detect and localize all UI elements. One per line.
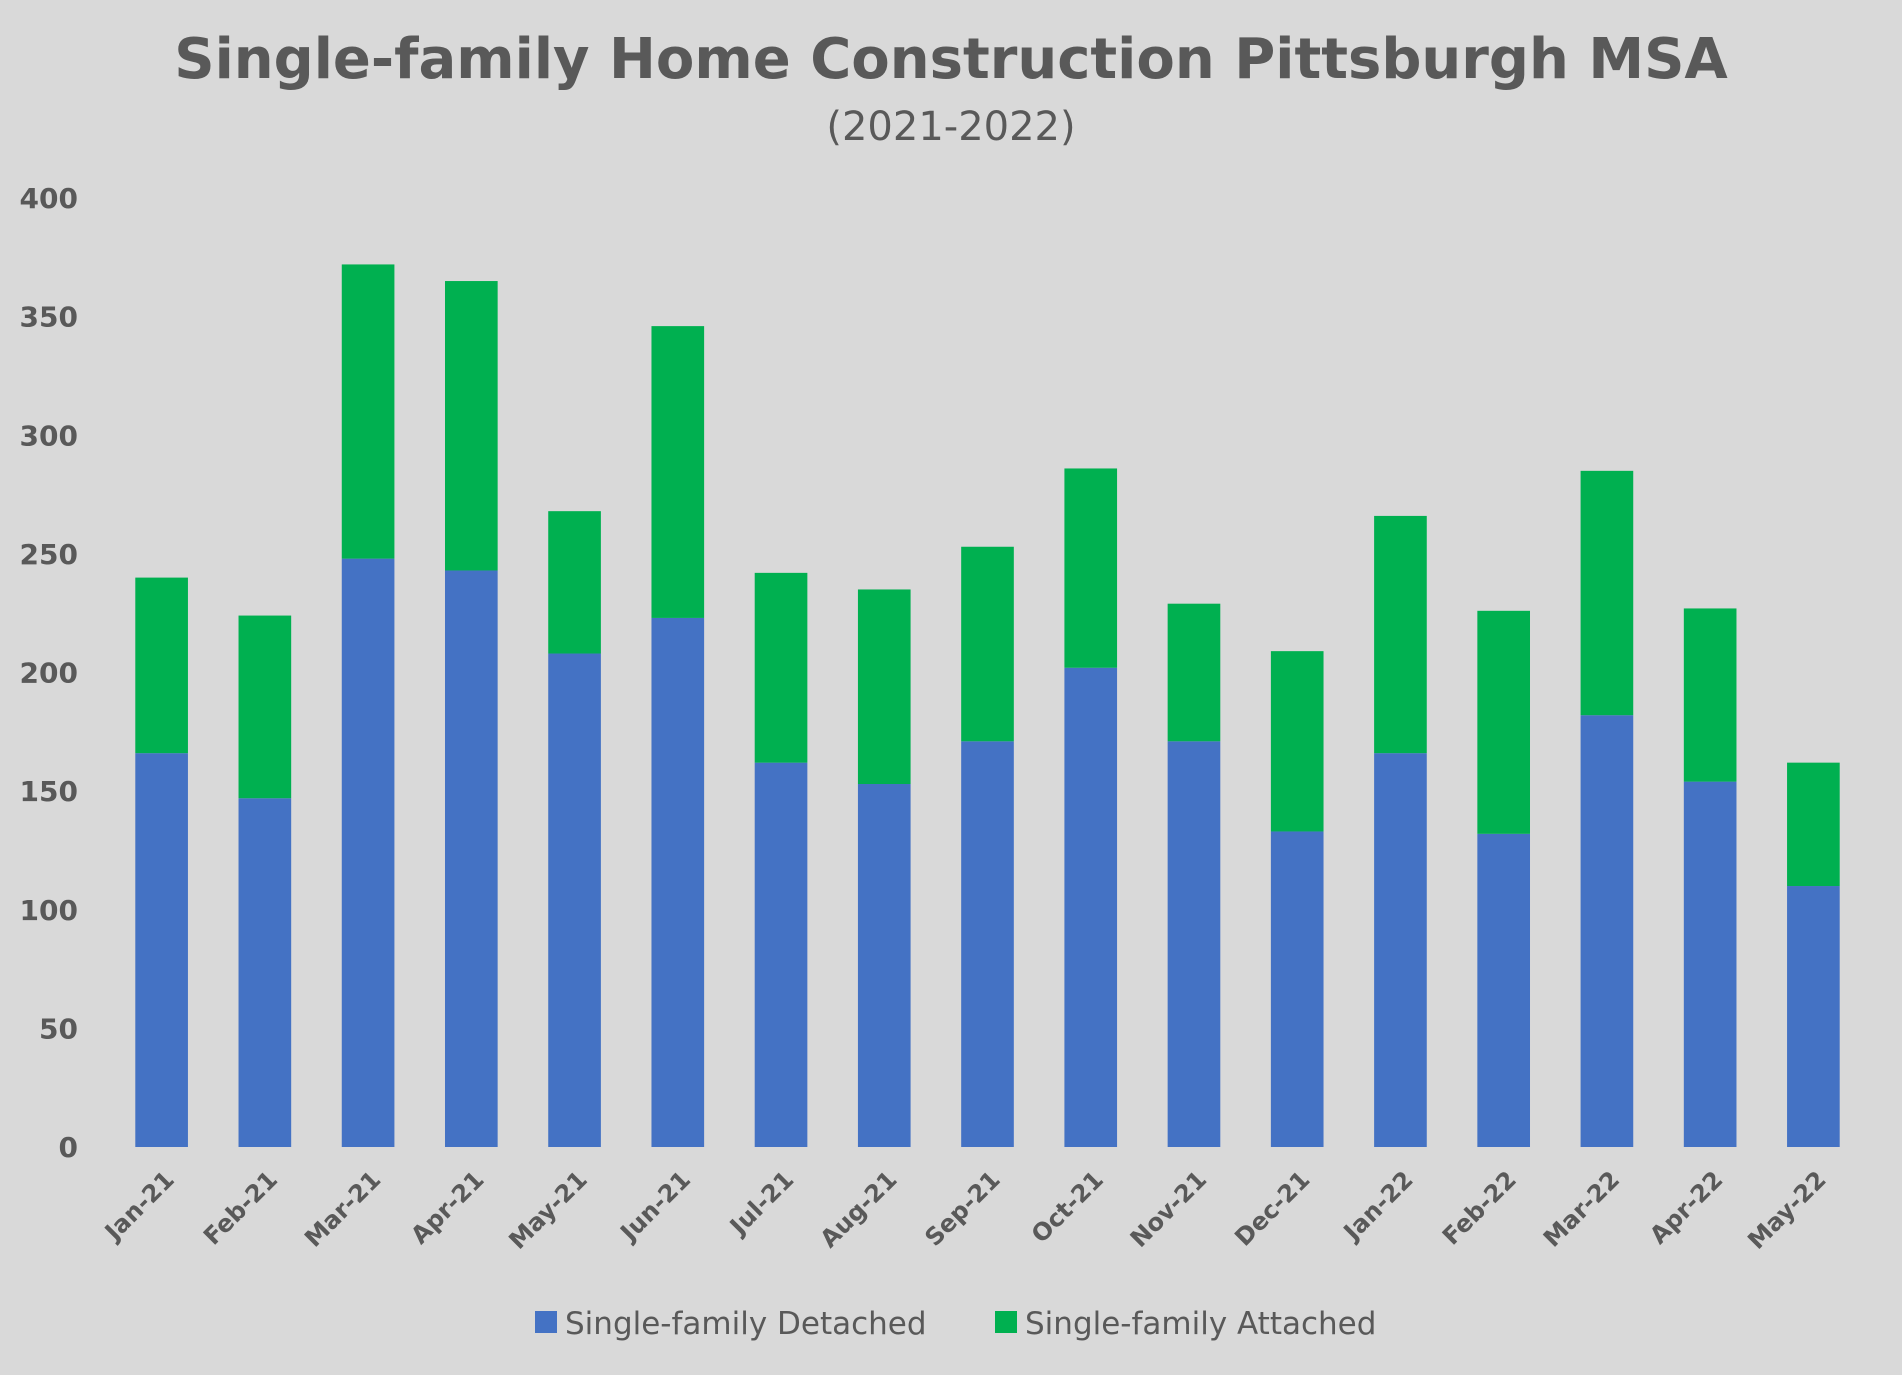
x-tick-label: Feb-21: [198, 1165, 283, 1250]
bar-attached-mar-22: [1580, 470, 1634, 716]
bar-detached-mar-21: [341, 558, 395, 1147]
bar-attached-feb-22: [1477, 610, 1531, 834]
x-tick-label: Jan-21: [98, 1165, 180, 1247]
bar-detached-feb-21: [238, 798, 292, 1147]
x-tick-label: Mar-21: [299, 1165, 386, 1252]
x-tick-label: Dec-21: [1229, 1165, 1315, 1251]
bar-attached-aug-21: [857, 589, 911, 785]
legend-label-attached: Single-family Attached: [1025, 1306, 1376, 1342]
y-axis-ticks: 0 50 100 150 200 250 300 350 400: [20, 182, 78, 1164]
bar-detached-oct-21: [1064, 667, 1118, 1147]
bars: [135, 264, 1840, 1147]
bar-detached-nov-21: [1167, 741, 1221, 1147]
bar-attached-jul-21: [754, 572, 808, 763]
x-tick-label: Sep-21: [919, 1165, 1005, 1251]
bar-attached-jan-21: [135, 577, 188, 754]
bar-attached-feb-21: [238, 615, 292, 799]
bar-attached-nov-21: [1167, 603, 1221, 742]
bar-attached-may-21: [548, 511, 601, 654]
bar-detached-jan-21: [135, 753, 188, 1147]
y-tick-label: 400: [20, 182, 78, 215]
bar-detached-mar-22: [1580, 715, 1634, 1147]
bar-attached-jan-22: [1374, 515, 1427, 754]
bar-attached-mar-21: [341, 264, 395, 559]
bar-detached-may-21: [548, 653, 601, 1147]
x-axis-ticks: Jan-21 Feb-21 Mar-21 Apr-21 May-21 Jun-21 Jul-…: [98, 1165, 1831, 1254]
legend: Single-family Detached Single-family Att…: [535, 1306, 1376, 1342]
chart-subtitle: (2021-2022): [826, 104, 1075, 150]
bar-attached-dec-21: [1270, 651, 1324, 832]
x-tick-label: Apr-22: [1644, 1165, 1728, 1249]
x-tick-label: Feb-22: [1437, 1165, 1522, 1250]
bar-attached-oct-21: [1064, 468, 1118, 668]
y-tick-label: 300: [20, 419, 78, 452]
x-tick-label: Jan-22: [1337, 1165, 1419, 1247]
x-tick-label: Aug-21: [815, 1165, 903, 1253]
bar-attached-may-22: [1787, 762, 1840, 887]
bar-attached-sep-21: [961, 546, 1014, 742]
bar-detached-jul-21: [754, 762, 808, 1147]
x-tick-label: Mar-22: [1538, 1165, 1625, 1252]
bar-detached-jun-21: [651, 617, 705, 1147]
bar-detached-sep-21: [961, 741, 1014, 1147]
bar-attached-jun-21: [651, 326, 705, 618]
y-tick-label: 350: [20, 301, 78, 334]
x-tick-label: May-21: [503, 1165, 592, 1254]
legend-label-detached: Single-family Detached: [565, 1306, 927, 1342]
bar-attached-apr-22: [1683, 608, 1737, 782]
y-tick-label: 150: [20, 775, 78, 808]
bar-detached-aug-21: [857, 784, 911, 1147]
x-tick-label: Nov-21: [1125, 1165, 1212, 1252]
x-tick-label: May-22: [1742, 1165, 1831, 1254]
x-tick-label: Jun-21: [614, 1165, 696, 1247]
bar-detached-feb-22: [1477, 833, 1531, 1147]
y-tick-label: 100: [20, 894, 78, 927]
bar-attached-apr-21: [444, 281, 498, 571]
bar-detached-dec-21: [1270, 831, 1324, 1147]
bar-detached-jan-22: [1374, 753, 1427, 1147]
y-tick-label: 0: [59, 1131, 78, 1164]
y-tick-label: 200: [20, 657, 78, 690]
bar-detached-may-22: [1787, 886, 1840, 1147]
y-tick-label: 50: [39, 1012, 78, 1045]
x-tick-label: Apr-21: [405, 1165, 489, 1249]
y-tick-label: 250: [20, 538, 78, 571]
legend-swatch-detached: [535, 1311, 557, 1333]
x-tick-label: Oct-21: [1026, 1165, 1109, 1248]
chart-title: Single-family Home Construction Pittsbur…: [174, 27, 1728, 92]
x-tick-label: Jul-21: [723, 1165, 799, 1241]
legend-swatch-attached: [995, 1311, 1017, 1333]
bar-detached-apr-21: [444, 570, 498, 1147]
bar-detached-apr-22: [1683, 781, 1737, 1147]
